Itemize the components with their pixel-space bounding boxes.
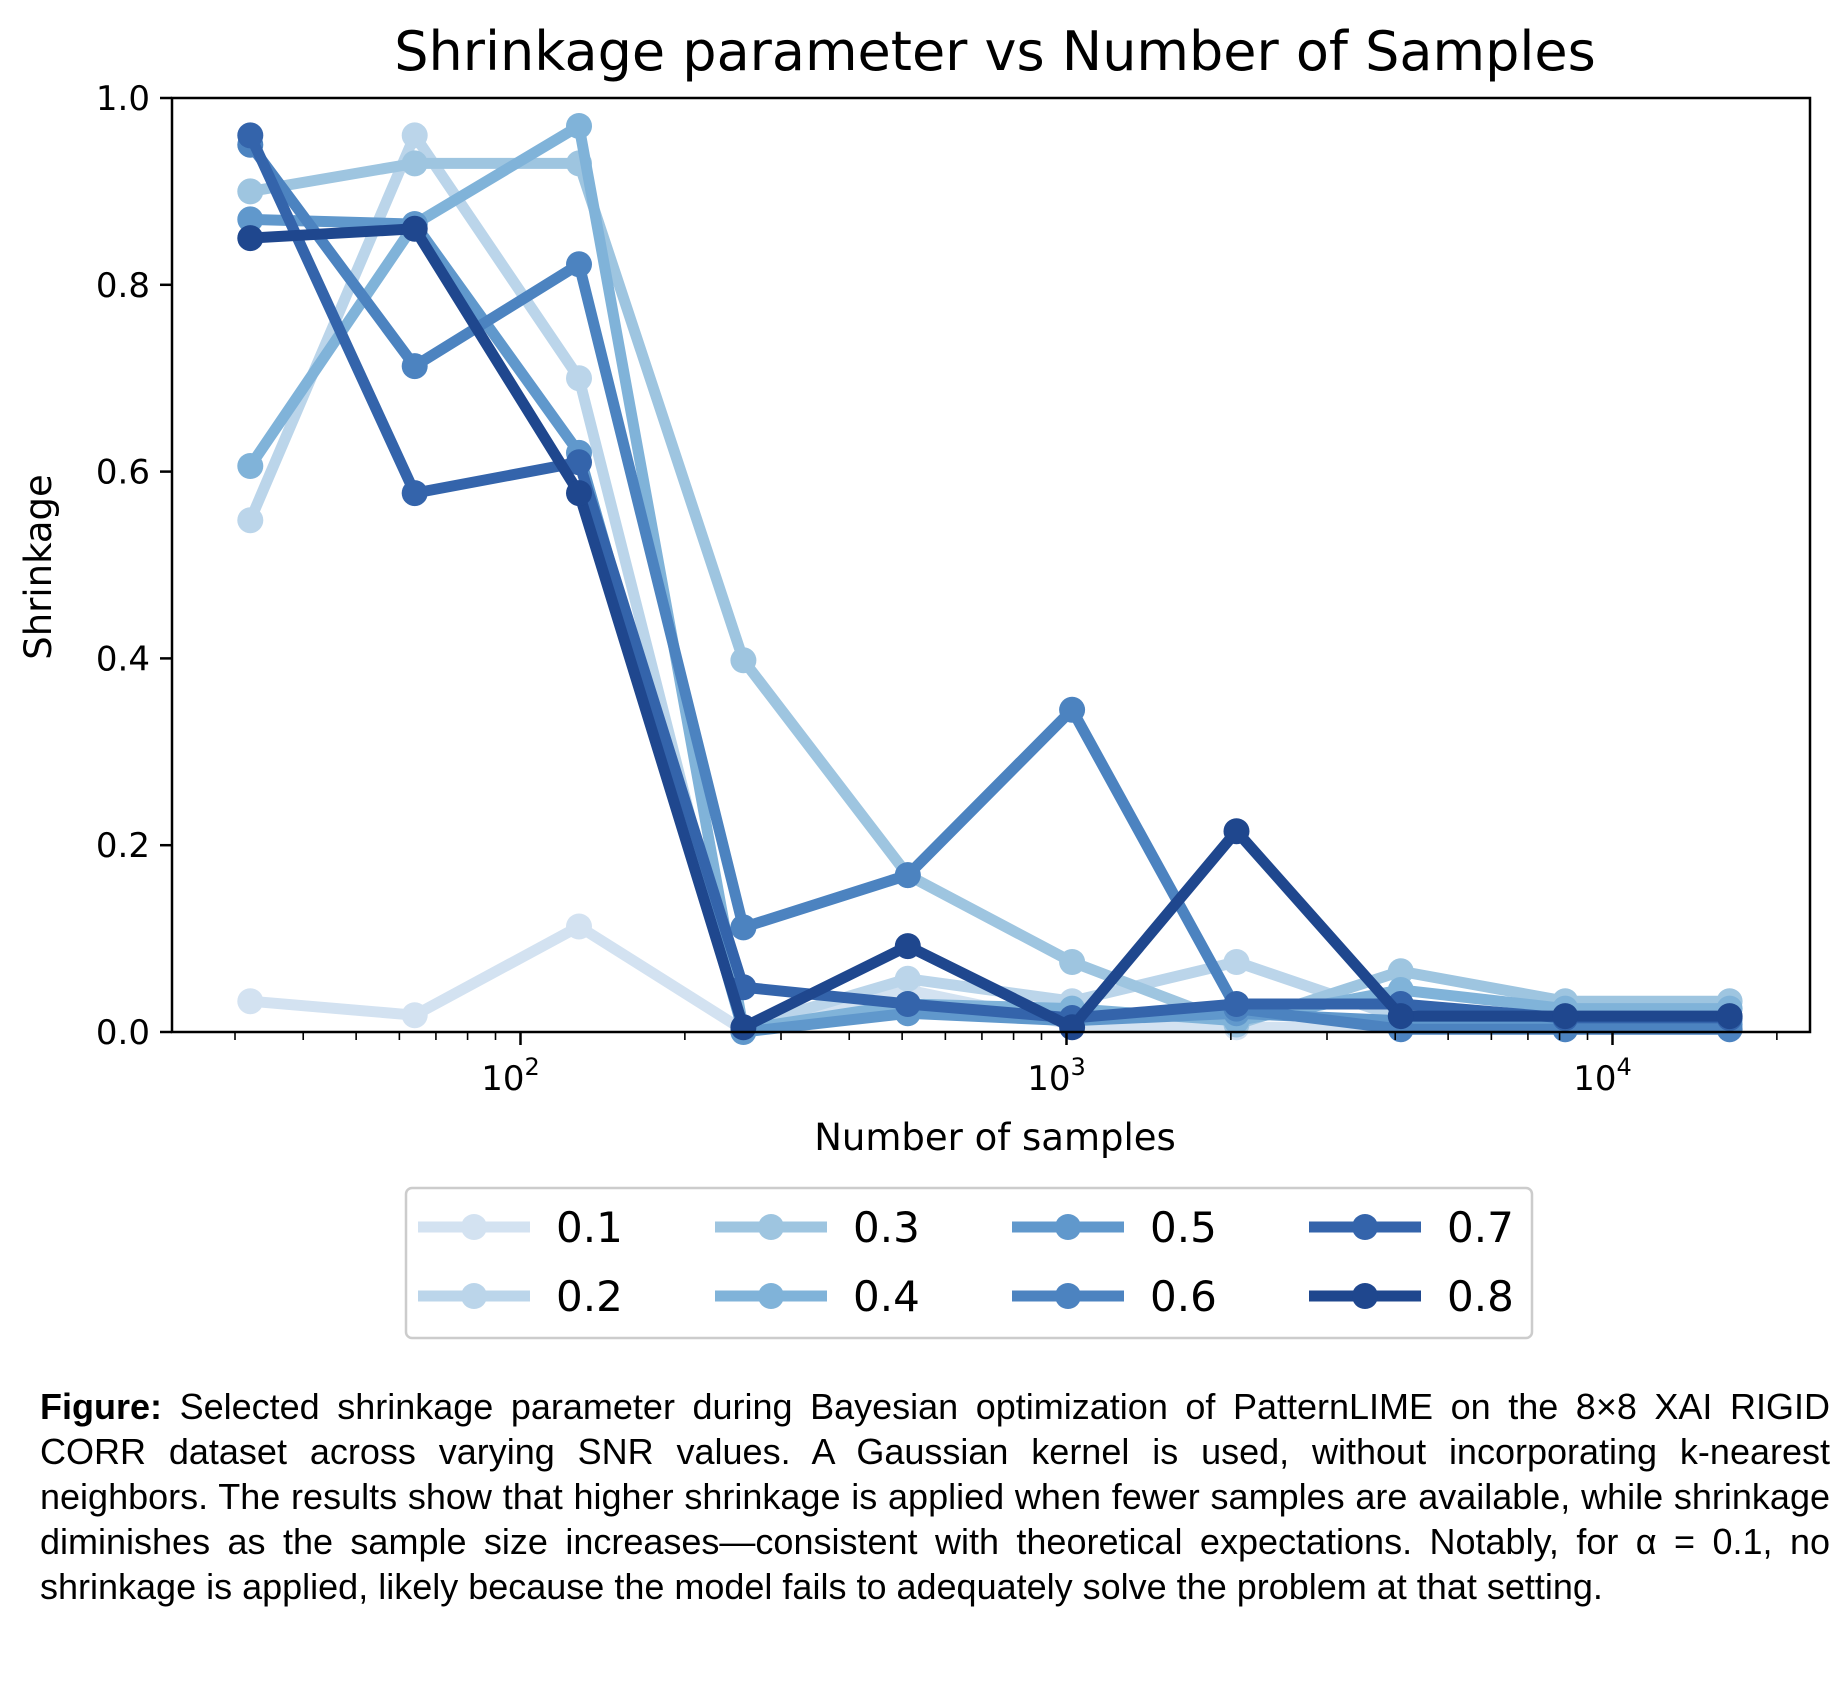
data-point	[566, 480, 592, 507]
y-axis-label: Shrinkage	[17, 474, 60, 660]
data-point	[1387, 958, 1414, 985]
legend-item-0.4: 0.4	[715, 1272, 920, 1321]
plot-frame	[170, 96, 1812, 1034]
series-0.2	[237, 122, 1743, 1041]
data-point	[894, 965, 921, 992]
legend-swatch-marker	[1352, 1214, 1378, 1240]
data-point	[237, 225, 264, 252]
series-line-0.7	[245, 133, 1730, 1024]
legend-label: 0.7	[1447, 1203, 1514, 1252]
data-point	[237, 453, 264, 479]
data-point	[894, 991, 921, 1017]
data-point	[237, 122, 264, 149]
data-point	[730, 647, 757, 674]
x-tick-label: 103	[1027, 1053, 1086, 1099]
x-tick-label: 104	[1573, 1053, 1632, 1099]
chart-title: Shrinkage parameter vs Number of Samples	[394, 20, 1595, 83]
data-point	[894, 862, 921, 889]
data-point	[401, 1002, 428, 1029]
caption-label: Figure:	[40, 1386, 162, 1427]
series-line-0.8	[249, 223, 1730, 1033]
legend-label: 0.6	[1150, 1272, 1217, 1321]
data-point	[1223, 949, 1250, 975]
legend-box	[404, 1186, 1534, 1340]
data-point	[1223, 991, 1250, 1017]
legend-label: 0.2	[556, 1272, 623, 1321]
legend-swatch-marker	[1055, 1214, 1081, 1240]
y-tick-label: 1.0	[96, 79, 150, 119]
x-tick-label: 102	[481, 1053, 540, 1099]
data-point	[1059, 1014, 1086, 1041]
legend-swatch-marker	[461, 1283, 487, 1309]
plot-area	[237, 113, 1743, 1045]
y-tick-label: 0.0	[96, 1013, 150, 1053]
axes: 0.0 0.2 0.4 0.6 0.8 1.0 102 103 104	[96, 79, 1812, 1099]
data-point	[730, 1014, 757, 1041]
legend-item-0.7: 0.7	[1309, 1203, 1514, 1252]
legend-label: 0.3	[853, 1203, 920, 1252]
data-point	[730, 914, 757, 941]
y-tick-label: 0.6	[96, 453, 150, 493]
series-0.8	[237, 215, 1743, 1041]
data-point	[237, 178, 264, 205]
data-point	[1223, 818, 1250, 845]
data-point	[237, 988, 264, 1015]
data-point	[237, 206, 264, 233]
caption-text: Selected shrinkage parameter during Baye…	[40, 1386, 1830, 1607]
legend-item-0.8: 0.8	[1309, 1272, 1514, 1321]
legend-swatch-marker	[1352, 1283, 1378, 1309]
legend-swatch-marker	[758, 1283, 784, 1309]
legend-label: 0.4	[853, 1272, 920, 1321]
data-point	[1552, 1003, 1579, 1030]
legend-item-0.5: 0.5	[1012, 1203, 1217, 1252]
legend-swatch-marker	[758, 1214, 784, 1240]
data-point	[401, 122, 428, 149]
data-point	[894, 933, 921, 960]
data-point	[1059, 696, 1086, 723]
series-0.4	[237, 113, 1743, 1043]
series-line-0.6	[245, 141, 1730, 1035]
legend-swatch-marker	[461, 1214, 487, 1240]
legend-label: 0.5	[1150, 1203, 1217, 1252]
data-point	[1387, 1003, 1414, 1030]
legend-label: 0.1	[556, 1203, 623, 1252]
series-line-0.5	[250, 213, 1730, 1038]
figure-caption: Figure: Selected shrinkage parameter dur…	[40, 1384, 1830, 1609]
data-point	[566, 251, 592, 278]
shrinkage-chart: Shrinkage parameter vs Number of Samples…	[17, 20, 1812, 1340]
data-point	[566, 365, 592, 392]
legend: 0.1 0.2 0.3 0.4 0.5 0.6 0.7 0.8	[404, 1186, 1534, 1340]
series-line-0.4	[245, 120, 1730, 1035]
data-point	[1716, 1003, 1743, 1030]
data-point	[401, 353, 428, 380]
data-point	[566, 449, 592, 476]
series-0.6	[237, 131, 1743, 1043]
legend-item-0.2: 0.2	[418, 1272, 623, 1321]
data-point	[401, 150, 428, 177]
data-point	[401, 480, 428, 507]
data-point	[566, 113, 592, 139]
data-point	[237, 507, 264, 534]
series-line-0.2	[245, 129, 1730, 1033]
y-tick-label: 0.8	[96, 266, 150, 306]
legend-item-0.3: 0.3	[715, 1203, 920, 1252]
series-line-0.3	[249, 157, 1730, 1030]
data-point	[566, 913, 592, 940]
series-0.7	[237, 122, 1743, 1031]
y-tick-label: 0.2	[96, 826, 150, 866]
data-point	[1059, 949, 1086, 975]
data-point	[401, 215, 428, 242]
legend-item-0.1: 0.1	[418, 1203, 623, 1252]
legend-item-0.6: 0.6	[1012, 1272, 1217, 1321]
y-tick-label: 0.4	[96, 639, 150, 679]
legend-label: 0.8	[1447, 1272, 1514, 1321]
x-axis-label: Number of samples	[814, 1116, 1176, 1159]
legend-swatch-marker	[1055, 1283, 1081, 1309]
